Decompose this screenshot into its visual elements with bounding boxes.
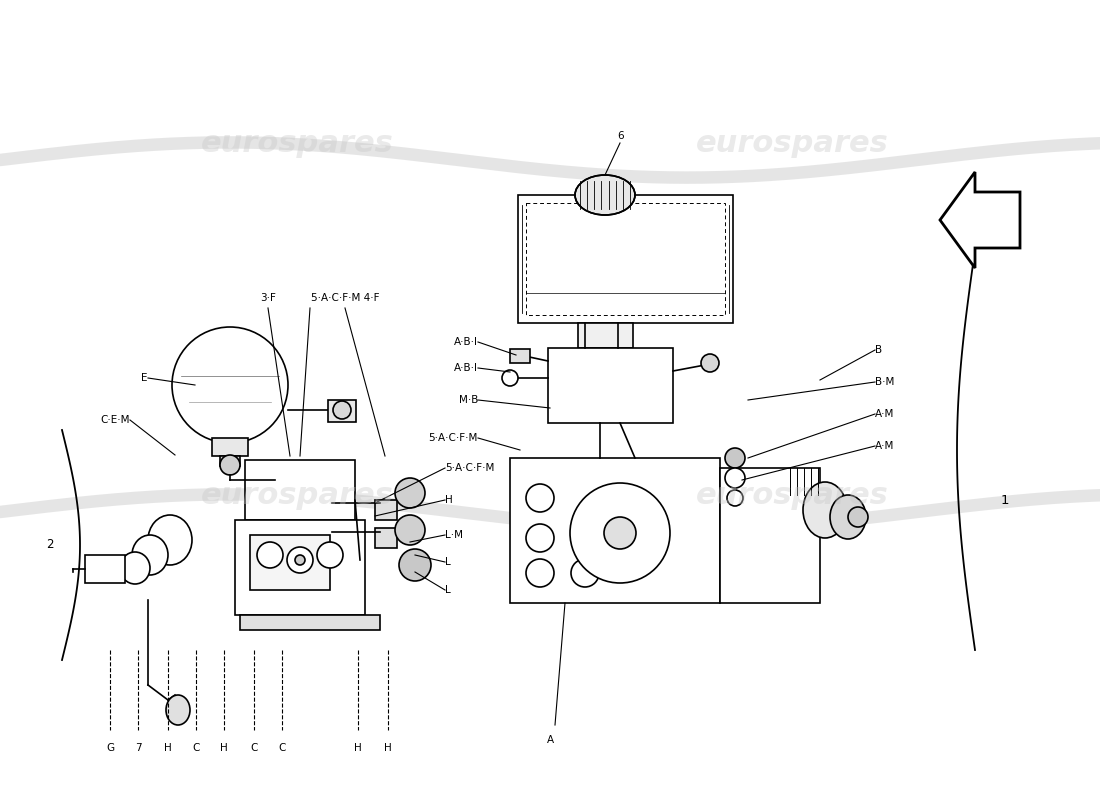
Bar — [375, 528, 397, 548]
Text: C: C — [278, 743, 286, 753]
Circle shape — [399, 549, 431, 581]
Text: L·M: L·M — [446, 530, 463, 540]
Text: A·M: A·M — [874, 409, 894, 419]
Text: eurospares: eurospares — [200, 482, 394, 510]
Circle shape — [848, 507, 868, 527]
Bar — [375, 500, 397, 520]
Text: H: H — [164, 743, 172, 753]
Text: eurospares: eurospares — [695, 130, 889, 158]
Text: H: H — [354, 743, 362, 753]
Bar — [240, 615, 380, 630]
Text: C: C — [192, 743, 200, 753]
Text: 2: 2 — [46, 538, 54, 551]
Text: 5·A·C·F·M 4·F: 5·A·C·F·M 4·F — [310, 293, 380, 303]
Circle shape — [725, 468, 745, 488]
Text: 1: 1 — [1001, 494, 1010, 506]
Text: H: H — [220, 743, 228, 753]
Circle shape — [727, 490, 742, 506]
Ellipse shape — [830, 495, 866, 539]
Bar — [720, 468, 820, 603]
Ellipse shape — [166, 695, 190, 725]
Bar — [510, 349, 530, 363]
Ellipse shape — [172, 327, 288, 443]
Text: eurospares: eurospares — [695, 482, 889, 510]
Text: B·M: B·M — [874, 377, 894, 387]
Circle shape — [287, 547, 314, 573]
Ellipse shape — [575, 175, 635, 215]
Text: G: G — [106, 743, 114, 753]
Circle shape — [526, 524, 554, 552]
Bar — [548, 348, 673, 423]
Text: C·E·M: C·E·M — [100, 415, 130, 425]
Circle shape — [570, 483, 670, 583]
Circle shape — [395, 515, 425, 545]
Text: L: L — [446, 585, 451, 595]
Text: 7: 7 — [134, 743, 141, 753]
Circle shape — [395, 478, 425, 508]
Text: eurospares: eurospares — [200, 130, 394, 158]
Circle shape — [220, 455, 240, 475]
Text: 5·A·C·F·M: 5·A·C·F·M — [446, 463, 494, 473]
Bar — [245, 460, 355, 520]
Text: E: E — [142, 373, 148, 383]
Text: C: C — [251, 743, 257, 753]
Circle shape — [257, 542, 283, 568]
Text: H: H — [384, 743, 392, 753]
Circle shape — [526, 484, 554, 512]
Circle shape — [725, 448, 745, 468]
Text: A·B·I: A·B·I — [454, 337, 478, 347]
Circle shape — [526, 559, 554, 587]
Text: M·B: M·B — [459, 395, 478, 405]
Ellipse shape — [803, 482, 847, 538]
Text: H: H — [446, 495, 453, 505]
Bar — [85, 555, 125, 583]
Polygon shape — [940, 172, 1020, 268]
Circle shape — [701, 354, 719, 372]
Circle shape — [295, 555, 305, 565]
Bar — [518, 195, 733, 323]
Text: 5·A·C·F·M: 5·A·C·F·M — [429, 433, 478, 443]
Ellipse shape — [132, 535, 168, 575]
Bar — [212, 438, 248, 456]
Text: 6: 6 — [618, 131, 625, 141]
Bar — [250, 535, 330, 590]
Text: 3·F: 3·F — [260, 293, 276, 303]
Bar — [220, 456, 240, 466]
Circle shape — [333, 401, 351, 419]
Text: L: L — [446, 557, 451, 567]
Bar — [235, 520, 365, 615]
Ellipse shape — [148, 515, 192, 565]
Text: A·B·I: A·B·I — [454, 363, 478, 373]
Circle shape — [502, 370, 518, 386]
Circle shape — [604, 517, 636, 549]
Circle shape — [571, 559, 600, 587]
Bar — [526, 203, 725, 315]
Text: A: A — [547, 735, 553, 745]
Bar — [328, 400, 356, 422]
Ellipse shape — [120, 552, 150, 584]
Bar — [578, 323, 632, 348]
Text: B: B — [874, 345, 882, 355]
Text: A·M: A·M — [874, 441, 894, 451]
Circle shape — [317, 542, 343, 568]
Bar — [510, 458, 720, 603]
